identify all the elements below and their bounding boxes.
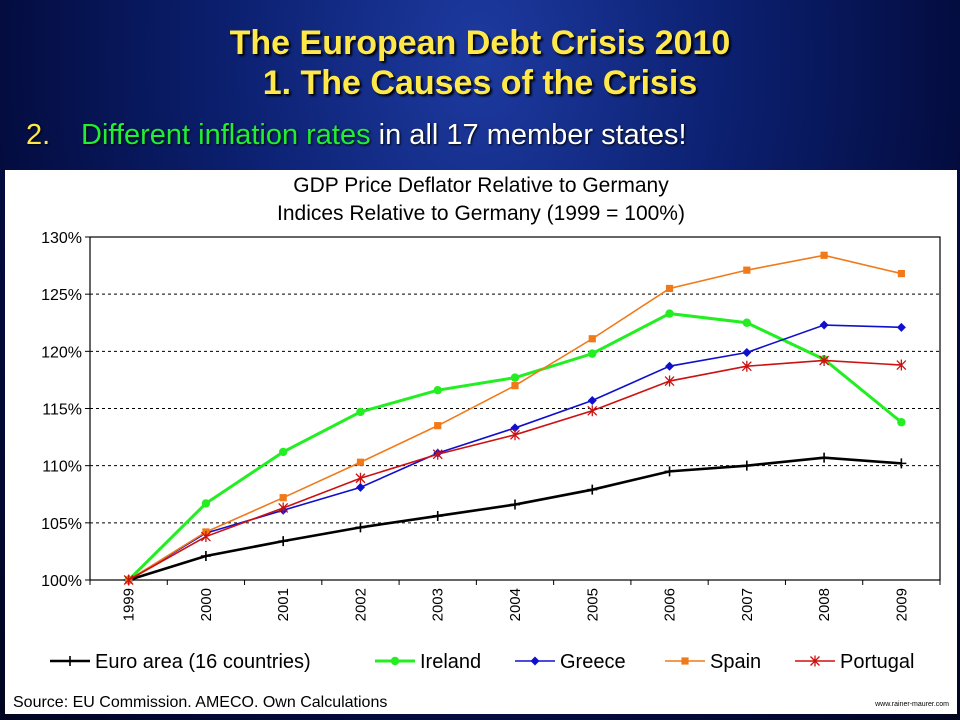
plot-border xyxy=(89,236,941,581)
bullet-text: in all 17 member states! xyxy=(370,119,687,151)
legend-label: Spain xyxy=(710,651,761,673)
x-tick-label: 2009 xyxy=(893,588,910,621)
data-point xyxy=(588,349,597,358)
data-point xyxy=(278,502,289,514)
y-tick-label: 105% xyxy=(41,516,82,533)
legend-marker xyxy=(810,655,820,667)
data-point xyxy=(819,320,829,330)
data-point xyxy=(201,499,211,508)
series-line xyxy=(128,254,902,581)
x-tick-label: 1999 xyxy=(121,588,138,621)
data-point xyxy=(587,484,598,495)
data-point xyxy=(587,395,597,405)
bullet-number: 2. xyxy=(26,119,51,151)
data-point xyxy=(819,452,830,463)
data-point xyxy=(433,386,442,395)
data-point xyxy=(356,407,365,417)
data-point xyxy=(434,422,442,430)
data-point xyxy=(741,360,752,372)
data-point xyxy=(819,354,830,366)
data-point xyxy=(741,460,752,471)
chart-subtitle: Indices Relative to Germany (1999 = 100%… xyxy=(277,202,685,225)
legend-label: Greece xyxy=(560,651,626,673)
data-point xyxy=(896,458,907,469)
data-point xyxy=(897,418,906,427)
series-greece xyxy=(124,320,906,585)
website-credit: www.rainer-maurer.com xyxy=(875,701,949,708)
legend-label: Portugal xyxy=(840,651,915,673)
chart-title: GDP Price Deflator Relative to Germany xyxy=(293,174,669,197)
y-tick-label: 100% xyxy=(41,573,82,590)
slide-title: The European Debt Crisis 2010 xyxy=(229,24,731,62)
x-tick-label: 2003 xyxy=(430,588,447,621)
data-point xyxy=(587,405,598,417)
series-line xyxy=(128,359,902,581)
x-tick-label: 2008 xyxy=(816,588,833,621)
legend-layer: Euro area (16 countries) Ireland Greece Spa… xyxy=(50,651,915,673)
x-tick-label: 2005 xyxy=(584,588,601,621)
series-spain xyxy=(125,251,905,584)
data-point xyxy=(665,361,675,371)
data-point xyxy=(355,482,365,492)
data-point xyxy=(510,373,520,382)
data-point xyxy=(820,251,828,259)
legend-label: Euro area (16 countries) xyxy=(95,651,311,673)
y-tick-label: 125% xyxy=(41,287,82,304)
data-point xyxy=(664,466,675,477)
data-point xyxy=(432,448,443,460)
series-portugal xyxy=(123,354,907,586)
bullet-point: 2. Different inflation rates in all 17 me… xyxy=(26,118,687,152)
legend-marker xyxy=(530,656,540,666)
legend-marker xyxy=(681,657,689,665)
line-chart: 100% 105% 110% 115% 120% 125% 130% 1999 2000 2001… xyxy=(41,174,941,673)
data-point xyxy=(897,269,905,278)
chart-panel: 100% 105% 110% 115% 120% 125% 130% 1999 2000 2001… xyxy=(5,170,957,714)
y-tick-label: 115% xyxy=(42,402,82,419)
data-point xyxy=(278,536,289,547)
bullet-highlight: Different inflation rates xyxy=(81,119,371,151)
series-layer xyxy=(123,251,907,586)
data-point xyxy=(665,309,674,318)
data-point xyxy=(742,347,752,357)
series-euro xyxy=(123,452,907,585)
y-tick-label: 110% xyxy=(42,459,82,476)
data-point xyxy=(743,266,751,274)
series-ireland xyxy=(124,309,906,585)
data-point xyxy=(742,318,752,327)
data-point xyxy=(510,423,520,433)
data-point xyxy=(588,335,596,343)
data-point xyxy=(355,472,366,484)
data-point xyxy=(200,531,211,543)
data-point xyxy=(510,429,520,441)
x-tick-label: 2001 xyxy=(275,588,292,621)
data-point xyxy=(511,382,519,390)
x-tick-label: 2002 xyxy=(352,588,369,621)
data-point xyxy=(664,375,675,387)
grid-layer xyxy=(90,293,940,524)
x-tick-label: 2000 xyxy=(198,588,215,621)
data-point xyxy=(123,574,134,586)
data-point xyxy=(355,522,366,533)
slide-subtitle: 1. The Causes of the Crisis xyxy=(262,64,698,102)
y-tick-label: 130% xyxy=(41,230,82,247)
x-tick-label: 2006 xyxy=(662,588,679,621)
legend-marker xyxy=(390,656,400,666)
axis-layer: 100% 105% 110% 115% 120% 125% 130% 1999 2000 2001… xyxy=(41,230,941,621)
source-note: Source: EU Commission. AMECO. Own Calcul… xyxy=(13,694,388,711)
data-point xyxy=(432,510,443,521)
x-tick-label: 2007 xyxy=(739,588,756,621)
data-point xyxy=(510,499,520,510)
data-point xyxy=(896,322,906,332)
data-point xyxy=(356,458,365,466)
x-tick-label: 2004 xyxy=(507,588,524,621)
data-point xyxy=(278,447,288,457)
series-line xyxy=(127,312,903,582)
y-tick-label: 120% xyxy=(41,344,82,361)
legend-marker xyxy=(65,656,75,666)
data-point xyxy=(279,494,287,502)
data-point xyxy=(200,550,211,561)
legend-label: Ireland xyxy=(420,651,481,673)
data-point xyxy=(665,284,674,293)
data-point xyxy=(896,359,907,371)
